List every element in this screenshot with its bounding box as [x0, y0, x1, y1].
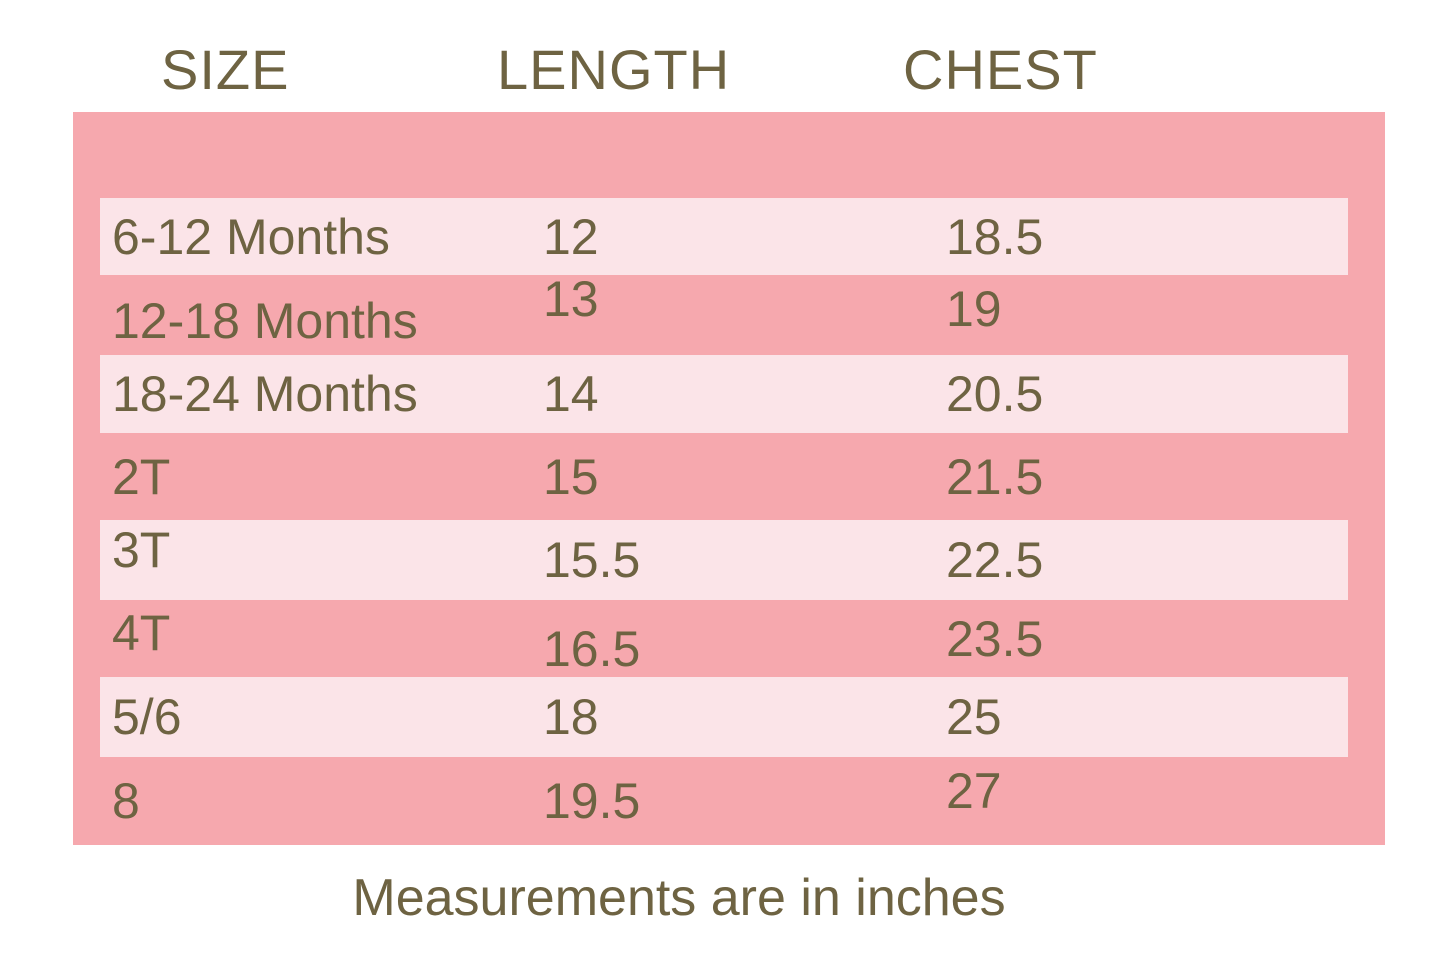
length-cell: 12 [543, 208, 599, 265]
table-row: 4T 16.5 23.5 [73, 600, 1385, 677]
length-cell: 19.5 [543, 773, 641, 829]
length-cell: 15 [543, 448, 599, 505]
column-header-chest: CHEST [903, 38, 1098, 101]
size-cell: 18-24 Months [112, 366, 418, 422]
table-row: 3T 15.5 22.5 [73, 520, 1385, 600]
size-cell: 8 [112, 773, 140, 829]
chest-cell: 20.5 [946, 366, 1044, 422]
measurements-note: Measurements are in inches [352, 869, 1006, 927]
column-header-size: SIZE [161, 38, 290, 101]
size-cell: 3T [112, 522, 171, 578]
table-row: 8 19.5 27 [73, 757, 1385, 845]
table-row: 18-24 Months 14 20.5 [73, 355, 1385, 433]
chest-cell: 22.5 [946, 532, 1044, 588]
length-cell: 18 [543, 689, 599, 745]
chest-cell: 18.5 [946, 208, 1044, 265]
chest-cell: 25 [946, 689, 1002, 745]
length-cell: 13 [543, 271, 599, 327]
table-row: 2T 15 21.5 [73, 433, 1385, 520]
table-row: 6-12 Months 12 18.5 [73, 198, 1385, 275]
table-row: 12-18 Months 13 19 [73, 271, 1385, 355]
size-chart-panel: 6-12 Months 12 18.5 12-18 Months 13 19 1… [73, 112, 1385, 845]
length-cell: 15.5 [543, 532, 641, 588]
column-header-length: LENGTH [497, 38, 731, 101]
table-row: 5/6 18 25 [73, 677, 1385, 757]
chest-cell: 23.5 [946, 610, 1044, 667]
size-cell: 4T [112, 604, 171, 661]
length-cell: 14 [543, 366, 599, 422]
length-cell: 16.5 [543, 620, 641, 677]
chest-cell: 27 [946, 763, 1002, 819]
chest-cell: 19 [946, 281, 1002, 337]
size-cell: 2T [112, 448, 171, 505]
size-cell: 12-18 Months [112, 293, 418, 349]
size-cell: 6-12 Months [112, 208, 390, 265]
size-cell: 5/6 [112, 689, 182, 745]
chest-cell: 21.5 [946, 448, 1044, 505]
